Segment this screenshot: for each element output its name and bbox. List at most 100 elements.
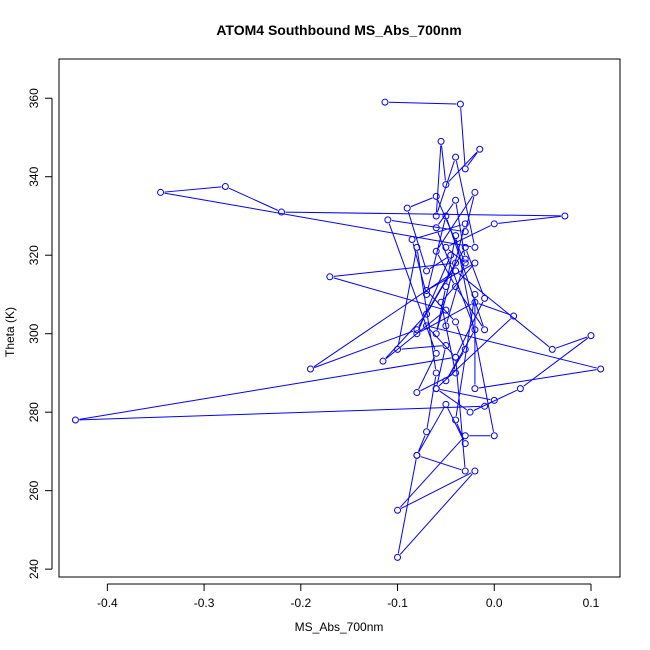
series-segment xyxy=(164,192,472,248)
data-point xyxy=(423,322,431,330)
series-segment xyxy=(478,303,511,316)
data-point xyxy=(597,365,605,373)
x-tick-label: -0.3 xyxy=(194,596,215,610)
data-point xyxy=(432,192,440,200)
data-point xyxy=(413,451,421,459)
data-point xyxy=(306,365,314,373)
data-point xyxy=(461,345,469,353)
data-point xyxy=(471,259,479,267)
series-segment xyxy=(455,160,475,244)
series-segment xyxy=(401,345,442,350)
y-tick-label: 300 xyxy=(27,323,41,343)
data-point xyxy=(442,306,450,314)
series-segment xyxy=(458,273,550,348)
data-point xyxy=(277,208,285,216)
y-tick-label: 320 xyxy=(27,245,41,265)
series-segment xyxy=(467,152,478,166)
data-point xyxy=(466,408,474,416)
data-point xyxy=(413,389,421,397)
data-point xyxy=(442,400,450,408)
series-segment xyxy=(412,243,427,291)
data-point xyxy=(461,467,469,475)
data-point xyxy=(384,216,392,224)
data-point xyxy=(432,224,440,232)
series-segment xyxy=(446,239,456,283)
series-segment xyxy=(447,407,464,441)
data-point xyxy=(452,318,460,326)
series-segment xyxy=(455,239,494,432)
data-point xyxy=(432,330,440,338)
data-point xyxy=(157,188,165,196)
series-segment xyxy=(228,187,279,211)
x-tick-label: 0.0 xyxy=(486,596,503,610)
data-point xyxy=(490,396,498,404)
x-tick-label: -0.2 xyxy=(290,596,311,610)
series-segment xyxy=(164,186,222,193)
series-segment xyxy=(430,326,597,369)
data-point xyxy=(481,326,489,334)
data-point xyxy=(442,212,450,220)
data-point xyxy=(423,287,431,295)
series-segment xyxy=(447,333,474,378)
series-segment xyxy=(429,256,448,270)
series-segment xyxy=(478,369,597,389)
series-points xyxy=(71,98,605,561)
data-point xyxy=(490,220,498,228)
data-point xyxy=(471,467,479,475)
series-segment xyxy=(79,405,481,421)
data-point xyxy=(452,283,460,291)
data-point xyxy=(442,181,450,189)
series-segment xyxy=(455,361,466,468)
data-point xyxy=(437,137,445,145)
data-point xyxy=(403,204,411,212)
series-segment xyxy=(333,262,452,277)
data-point xyxy=(461,440,469,448)
x-tick-label: -0.1 xyxy=(387,596,408,610)
data-point xyxy=(442,341,450,349)
data-point xyxy=(423,267,431,275)
data-point xyxy=(471,243,479,251)
series-segment xyxy=(333,277,443,310)
data-point xyxy=(452,267,460,275)
series-segment xyxy=(438,195,474,249)
data-point xyxy=(456,100,464,108)
data-point xyxy=(471,385,479,393)
y-tick-label: 340 xyxy=(27,166,41,186)
series-segment xyxy=(427,219,446,291)
y-tick-label: 360 xyxy=(27,88,41,108)
series-segment xyxy=(498,215,561,224)
data-point xyxy=(452,353,460,361)
series-segment xyxy=(455,204,466,256)
data-point xyxy=(452,416,460,424)
series-segment xyxy=(438,203,454,225)
data-point xyxy=(471,188,479,196)
series-segment xyxy=(437,231,474,327)
data-point xyxy=(423,290,431,298)
series-segment xyxy=(460,108,466,165)
data-point xyxy=(394,345,402,353)
y-axis-label: Theta (K) xyxy=(3,307,17,357)
data-point xyxy=(432,247,440,255)
series-segment xyxy=(400,472,472,509)
data-point xyxy=(442,243,450,251)
data-point xyxy=(490,432,498,440)
series-segment xyxy=(555,336,588,349)
x-tick-label: -0.4 xyxy=(97,596,118,610)
data-point xyxy=(461,432,469,440)
series-segment xyxy=(418,407,445,453)
data-point xyxy=(71,416,79,424)
series-segment xyxy=(418,356,435,390)
series-segment xyxy=(440,388,491,401)
data-point xyxy=(221,183,229,191)
data-point xyxy=(394,506,402,514)
y-tick-label: 240 xyxy=(27,559,41,579)
series-segment xyxy=(456,325,465,346)
series-segment xyxy=(399,438,463,508)
y-axis: 240 260 280 300 320 340 360 xyxy=(27,88,53,579)
data-point xyxy=(452,153,460,161)
series-segment xyxy=(466,250,484,295)
data-point xyxy=(423,310,431,318)
data-point xyxy=(432,369,440,377)
